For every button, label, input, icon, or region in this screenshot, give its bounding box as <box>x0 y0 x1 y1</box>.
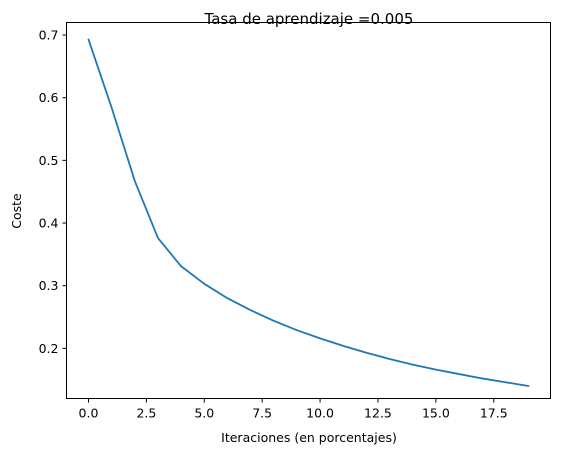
y-tick-label: 0.2 <box>39 341 59 356</box>
x-tick-label: 0.0 <box>79 406 99 421</box>
y-tick-label: 0.3 <box>39 278 59 293</box>
x-tick-label: 7.5 <box>252 406 272 421</box>
x-tick-label: 5.0 <box>194 406 214 421</box>
y-tick-label: 0.6 <box>39 90 59 105</box>
cost-series-line <box>87 38 530 387</box>
x-tick-label: 12.5 <box>364 406 392 421</box>
y-axis-label: Coste <box>9 193 24 229</box>
x-axis-label: Iteraciones (en porcentajes) <box>221 430 397 445</box>
x-tick-label: 17.5 <box>480 406 508 421</box>
chart-title: Tasa de aprendizaje =0.005 <box>204 10 414 28</box>
y-tick-label: 0.5 <box>39 153 59 168</box>
y-tick-label: 0.7 <box>39 28 59 43</box>
x-tick-label: 15.0 <box>422 406 450 421</box>
x-tick-label: 10.0 <box>306 406 334 421</box>
y-tick-label: 0.4 <box>39 216 59 231</box>
x-tick-label: 2.5 <box>136 406 156 421</box>
plot-frame <box>66 22 551 399</box>
